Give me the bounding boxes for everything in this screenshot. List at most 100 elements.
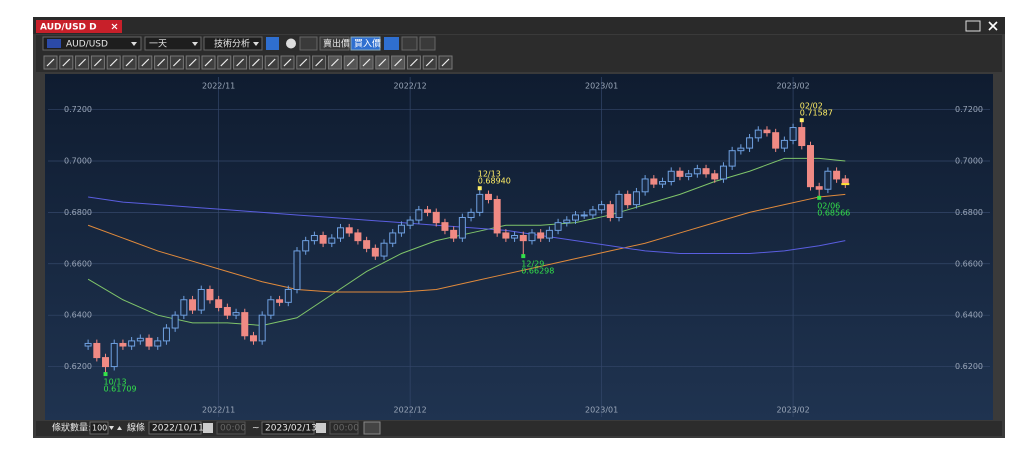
- chart-style-button[interactable]: [299, 36, 318, 51]
- x-tick-label: 2023/02: [776, 82, 809, 91]
- candle-body: [249, 335, 257, 342]
- candle-body: [615, 193, 623, 219]
- candle-body: [337, 227, 345, 239]
- tool-icon: [93, 58, 102, 67]
- candle-body: [432, 211, 440, 224]
- candle-body: [511, 235, 519, 239]
- y-tick-label: 0.7200: [955, 105, 983, 114]
- annotation-value: 0.61709: [104, 385, 137, 394]
- candle-body: [328, 237, 336, 244]
- pen-button[interactable]: [266, 37, 279, 50]
- apply-button[interactable]: [363, 421, 381, 435]
- from-time: 00:00: [220, 424, 246, 434]
- annotation-date: 10/13: [104, 378, 127, 387]
- candle-body: [189, 299, 197, 311]
- candle-body: [319, 235, 327, 244]
- to-time-input[interactable]: [329, 421, 359, 435]
- candle-body: [154, 340, 162, 347]
- tab-close[interactable]: [111, 23, 118, 30]
- candle-body: [458, 217, 466, 239]
- y-tick-label: 0.6800: [955, 208, 983, 217]
- calendar-button[interactable]: [316, 423, 326, 433]
- candle-body: [215, 299, 223, 308]
- candle-body: [302, 240, 310, 252]
- candle-body: [641, 178, 649, 193]
- buy-label: 買入價: [354, 39, 381, 50]
- candle-body: [267, 299, 275, 316]
- candle-body: [772, 132, 780, 149]
- candle-body: [276, 299, 284, 303]
- candle-body: [389, 232, 397, 244]
- tool-icon: [141, 58, 150, 67]
- x-tick-label: 2022/11: [202, 82, 235, 91]
- annotation-value: 0.71587: [800, 109, 833, 118]
- tool-icon: [251, 58, 260, 67]
- annotation-value: 0.68940: [478, 177, 511, 186]
- candle-body: [128, 340, 136, 347]
- tab[interactable]: [36, 20, 122, 33]
- candle-body: [528, 232, 536, 242]
- tool-icon: [172, 58, 181, 67]
- tool-icon: [441, 58, 450, 67]
- candle-body: [162, 327, 170, 342]
- annotation-date: 12/29: [521, 260, 544, 269]
- period-select[interactable]: [144, 36, 202, 51]
- candle-body: [102, 357, 110, 368]
- from-time-input[interactable]: [216, 421, 246, 435]
- dropdown-arrow: [192, 42, 198, 46]
- auto-button[interactable]: [384, 37, 399, 50]
- candle-body: [197, 288, 205, 311]
- analysis-select[interactable]: [203, 36, 263, 51]
- close-button[interactable]: [988, 21, 998, 31]
- bar-count-input[interactable]: [89, 421, 109, 435]
- candle-body: [397, 224, 405, 234]
- tool-icon: [299, 58, 308, 67]
- symbol-select[interactable]: [42, 36, 142, 51]
- y-tick-label: 0.6400: [64, 311, 92, 320]
- symbol: AUD/USD: [66, 40, 108, 50]
- sell-button[interactable]: [319, 36, 350, 51]
- candle-body: [667, 170, 675, 183]
- candle-body: [345, 227, 353, 234]
- stepper[interactable]: [109, 426, 122, 430]
- bar-count-label: 條狀數量:: [52, 422, 91, 434]
- candle-body: [676, 170, 684, 177]
- from-date-input[interactable]: [148, 421, 202, 435]
- candle-body: [354, 232, 362, 242]
- bar-count: 100: [92, 424, 107, 433]
- zoom-out-button[interactable]: [419, 36, 436, 51]
- candle-body: [424, 209, 432, 213]
- tool-icon: [157, 58, 166, 67]
- calendar-button[interactable]: [203, 423, 213, 433]
- x-tick-label: 2022/12: [394, 406, 427, 415]
- buy-button[interactable]: [350, 36, 381, 51]
- candle-body: [632, 191, 640, 206]
- info-button[interactable]: [286, 38, 296, 49]
- zoom-in-button[interactable]: [401, 36, 418, 51]
- annotation-date: 02/06: [817, 201, 840, 210]
- candle-body: [371, 247, 379, 257]
- candle-body: [441, 222, 449, 231]
- candle-body: [685, 173, 693, 177]
- candle-body: [563, 219, 571, 224]
- candle-body: [711, 173, 719, 180]
- tool-icon: [220, 58, 229, 67]
- candle-body: [284, 288, 292, 303]
- candle-body: [746, 137, 754, 149]
- separator: ~: [252, 424, 260, 434]
- annotation-dot: [103, 372, 108, 377]
- to-date-input[interactable]: [261, 421, 315, 435]
- candle-body: [450, 229, 458, 239]
- y-tick-label: 0.7000: [955, 156, 983, 165]
- tool-icon: [46, 58, 55, 67]
- tool-icon: [409, 58, 418, 67]
- candle-body: [798, 127, 806, 147]
- maximize-button[interactable]: [965, 20, 981, 32]
- candle-body: [363, 240, 371, 249]
- candle-body: [806, 145, 814, 188]
- y-tick-label: 0.6200: [955, 362, 983, 371]
- candle-body: [415, 209, 423, 221]
- tool-icon: [236, 58, 245, 67]
- candle-body: [467, 211, 475, 219]
